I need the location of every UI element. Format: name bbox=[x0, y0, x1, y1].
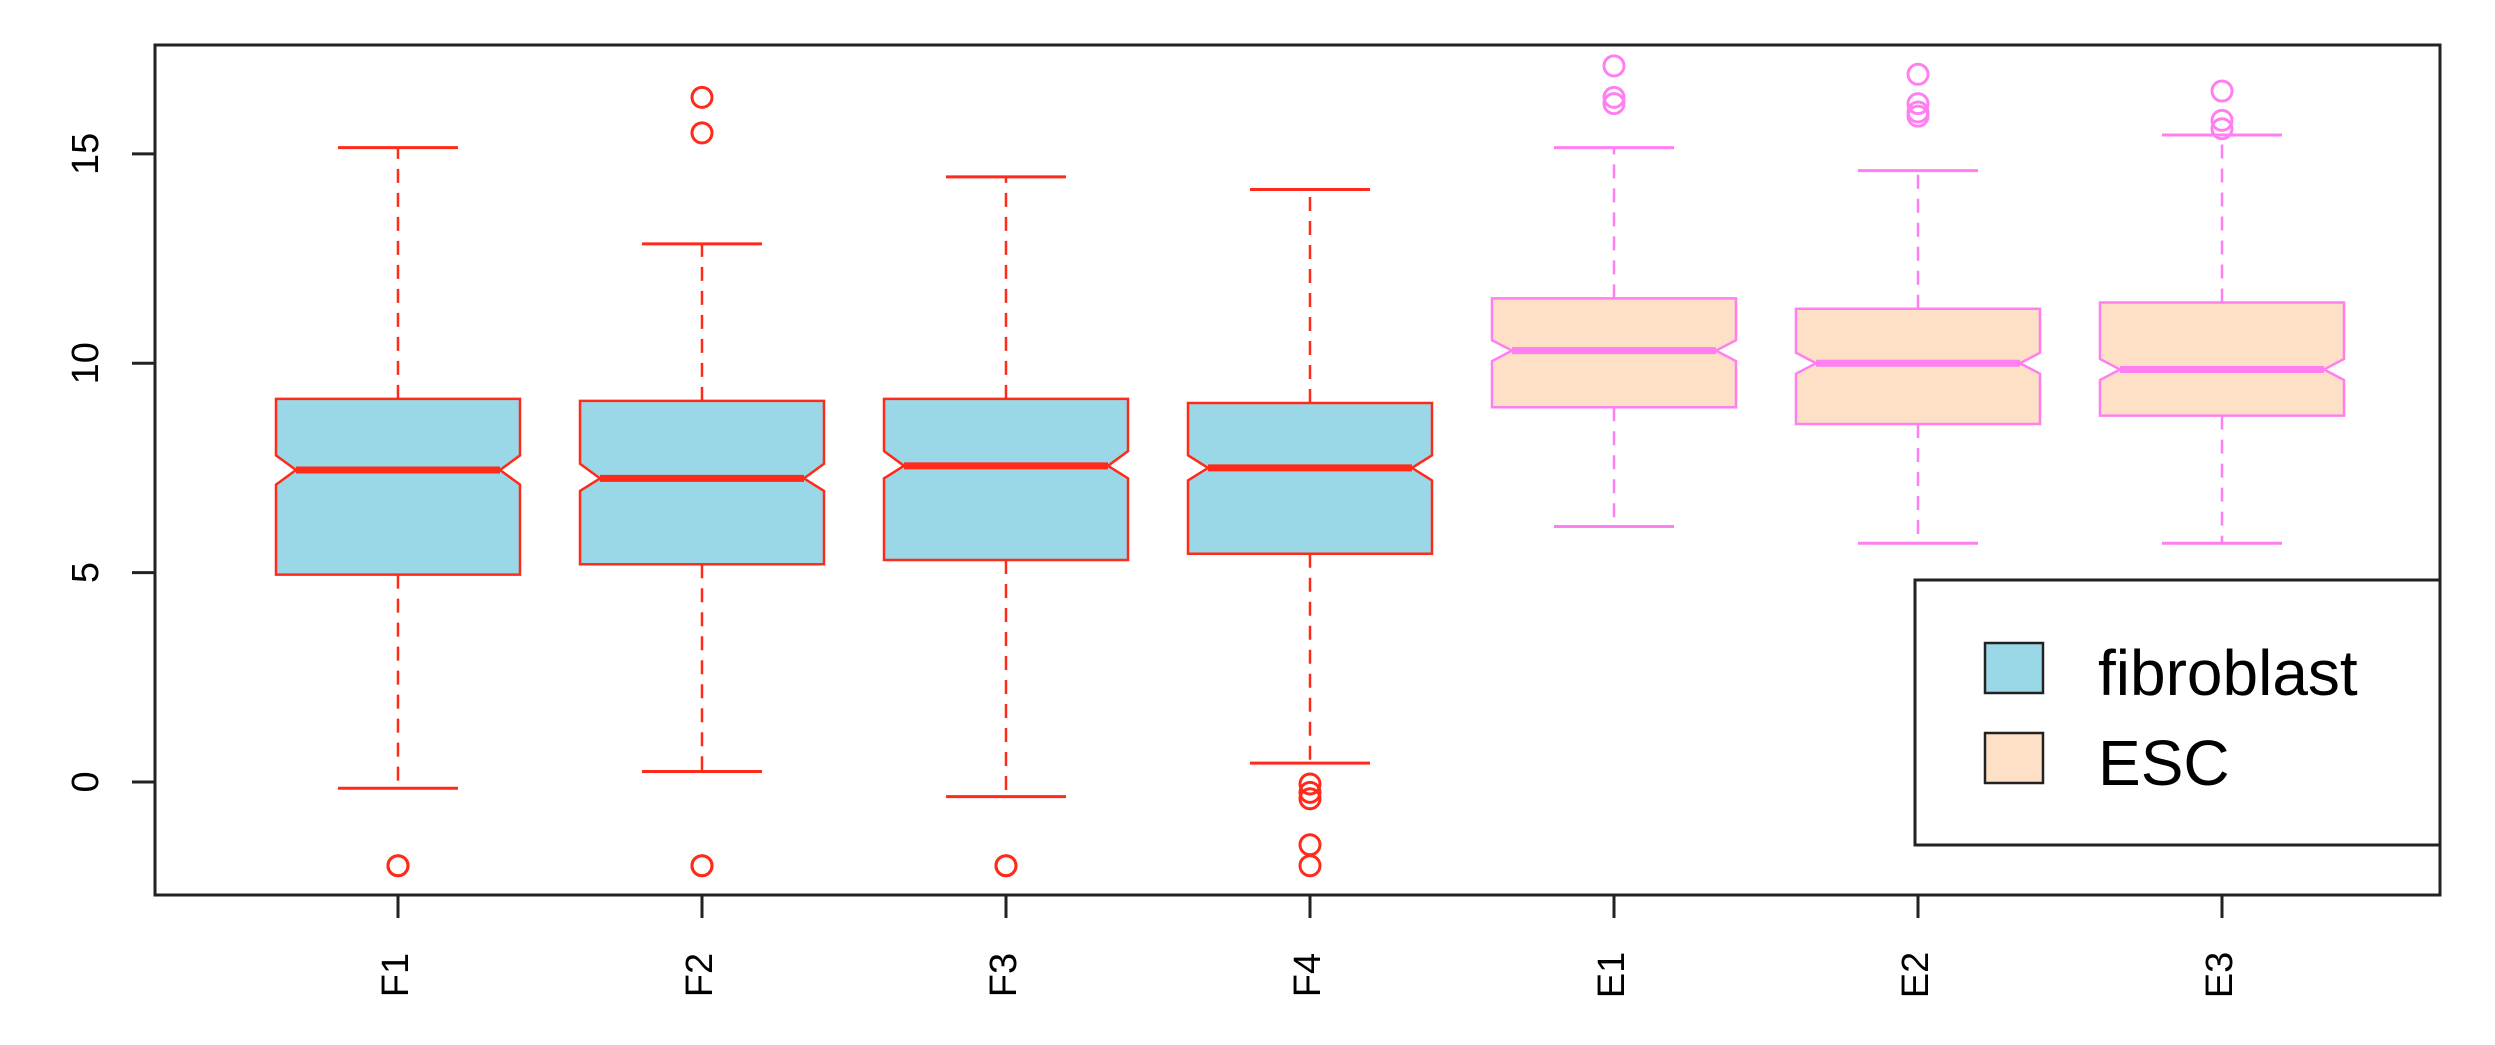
outlier-point bbox=[1906, 92, 1930, 116]
x-tick-label-f3: F3 bbox=[983, 953, 1025, 997]
outlier-point bbox=[1298, 854, 1322, 878]
outlier-point bbox=[2210, 79, 2234, 103]
y-axis: 0 5 10 15 bbox=[65, 133, 157, 793]
y-tick-label: 10 bbox=[65, 342, 107, 384]
y-tick-label: 15 bbox=[65, 133, 107, 175]
outlier-point bbox=[1906, 104, 1930, 128]
x-tick-label-e3: E3 bbox=[2199, 952, 2241, 998]
box-e3 bbox=[2098, 79, 2346, 545]
outlier-point bbox=[1602, 54, 1626, 78]
legend: fibroblast ESC bbox=[1913, 578, 2442, 847]
box-f4 bbox=[1186, 187, 1434, 878]
box-f1 bbox=[274, 146, 522, 878]
outlier-point bbox=[2210, 117, 2234, 141]
legend-swatch-esc bbox=[1983, 731, 2045, 785]
box-e2 bbox=[1794, 62, 2042, 545]
legend-swatch-fibroblast bbox=[1983, 641, 2045, 695]
x-axis: F1 F2 F3 F4 E1 E2 E3 bbox=[375, 893, 2241, 998]
notched-box bbox=[1186, 401, 1434, 555]
y-tick-label: 5 bbox=[65, 562, 107, 583]
box-e1 bbox=[1490, 54, 1738, 529]
outlier-point bbox=[690, 121, 714, 145]
legend-frame bbox=[1913, 578, 2442, 847]
legend-label-esc: ESC bbox=[2098, 727, 2230, 799]
outlier-point bbox=[386, 854, 410, 878]
outlier-point bbox=[1602, 85, 1626, 109]
x-tick-label-f2: F2 bbox=[679, 953, 721, 997]
notched-box bbox=[2098, 301, 2346, 417]
outlier-point bbox=[1298, 787, 1322, 811]
outlier-point bbox=[690, 85, 714, 109]
outlier-point bbox=[1602, 92, 1626, 116]
x-tick-label-f1: F1 bbox=[375, 953, 417, 997]
box-f2 bbox=[578, 85, 826, 878]
notched-box bbox=[882, 397, 1130, 562]
outlier-point bbox=[690, 854, 714, 878]
outlier-point bbox=[1298, 772, 1322, 796]
x-tick-label-e2: E2 bbox=[1895, 952, 1937, 998]
outlier-point bbox=[2210, 108, 2234, 132]
x-tick-label-e1: E1 bbox=[1591, 952, 1633, 998]
outlier-point bbox=[1298, 780, 1322, 804]
outlier-point bbox=[994, 854, 1018, 878]
notched-box bbox=[578, 399, 826, 566]
boxes bbox=[274, 54, 2346, 878]
y-tick-label: 0 bbox=[65, 771, 107, 792]
outlier-point bbox=[1906, 62, 1930, 86]
outlier-point bbox=[1298, 833, 1322, 857]
x-tick-label-f4: F4 bbox=[1287, 953, 1329, 997]
legend-label-fibroblast: fibroblast bbox=[2098, 637, 2358, 709]
box-f3 bbox=[882, 175, 1130, 878]
notched-box bbox=[274, 397, 522, 576]
